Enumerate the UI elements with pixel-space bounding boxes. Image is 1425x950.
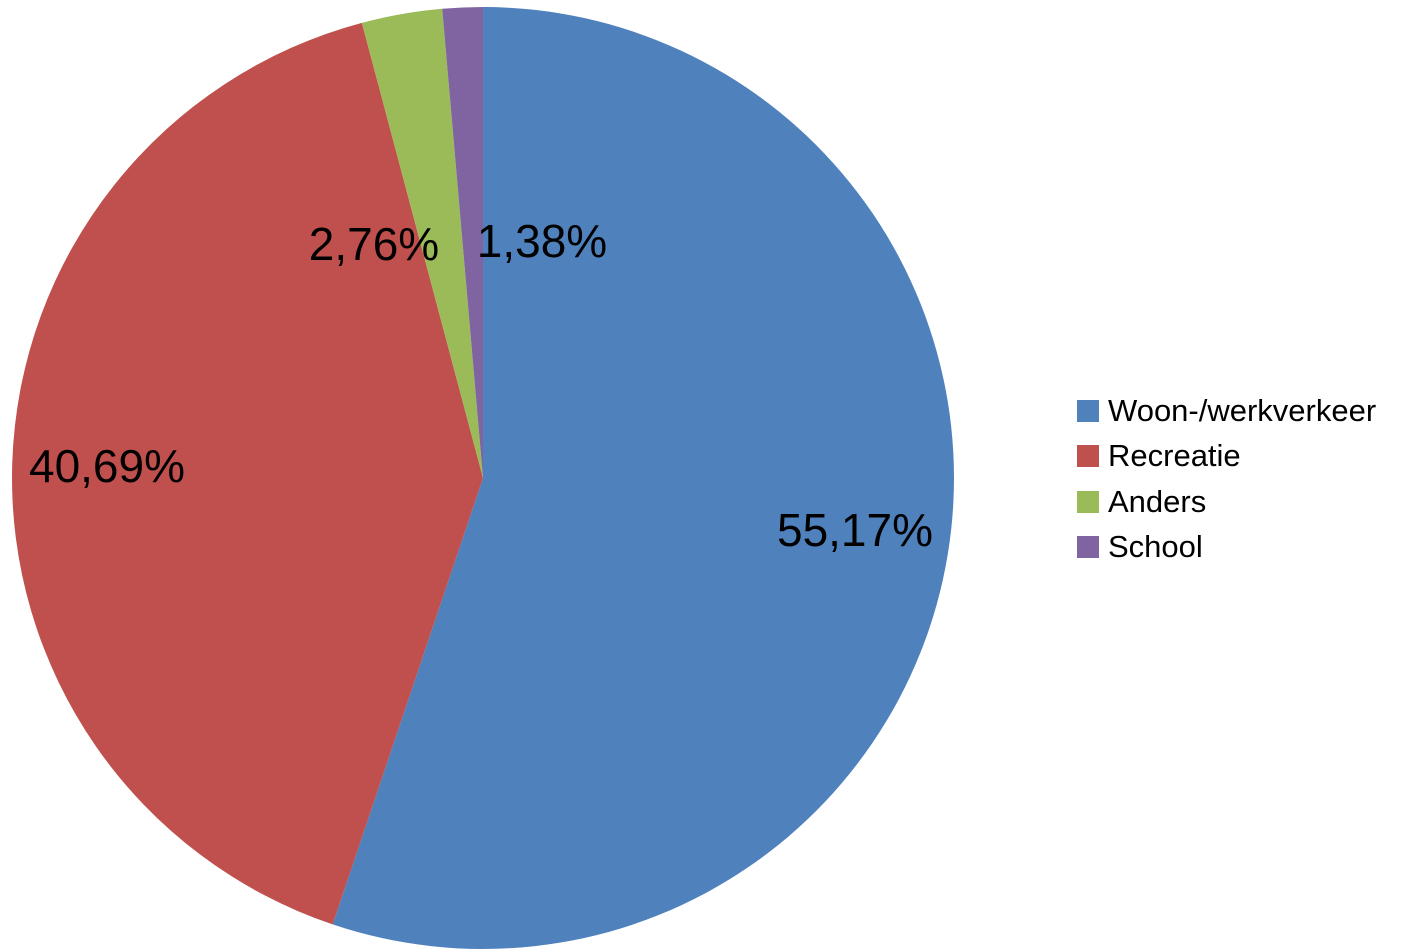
legend-label: Anders	[1108, 483, 1207, 519]
pie-slice-anders	[361, 8, 483, 479]
legend-item-recreatie: Recreatie	[1077, 434, 1376, 480]
pie-slice-woon-werkverkeer	[332, 7, 954, 949]
legend-swatch	[1077, 490, 1099, 513]
data-label: 40,69%	[29, 440, 185, 492]
pie-slice-school	[442, 7, 483, 478]
legend-swatch	[1077, 536, 1099, 559]
data-labels: 55,17% 40,69% 2,76% 1,38%	[29, 215, 933, 556]
legend-item-woon-werkverkeer: Woon-/werkverkeer	[1077, 388, 1376, 434]
chart-legend: Woon-/werkverkeer Recreatie Anders Schoo…	[1077, 388, 1376, 570]
data-label: 55,17%	[777, 504, 933, 556]
data-label: 2,76%	[309, 218, 439, 270]
legend-label: Woon-/werkverkeer	[1108, 392, 1377, 428]
legend-item-school: School	[1077, 525, 1376, 571]
legend-item-anders: Anders	[1077, 479, 1376, 525]
data-label: 1,38%	[477, 215, 607, 267]
legend-swatch	[1077, 399, 1099, 422]
legend-swatch	[1077, 445, 1099, 468]
pie-slice-recreatie	[12, 22, 484, 925]
legend-label: School	[1108, 529, 1203, 565]
pie-slices	[12, 7, 954, 949]
legend-label: Recreatie	[1108, 438, 1241, 474]
